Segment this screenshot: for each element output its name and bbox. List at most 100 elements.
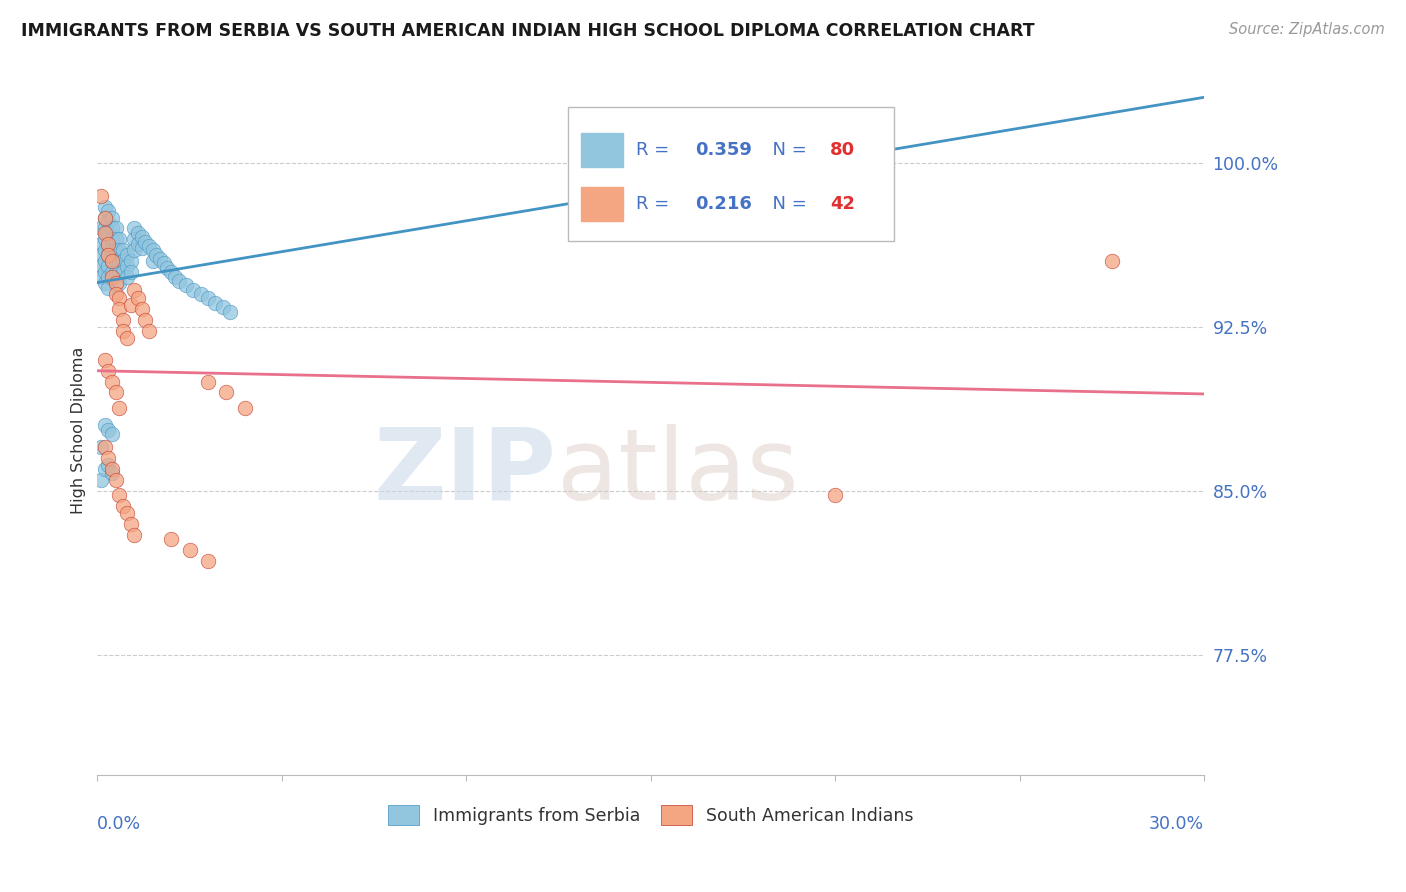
Point: [97, 226, 120, 240]
Point: [108, 401, 131, 415]
Point: [676, 161, 699, 175]
Point: [90, 269, 112, 284]
Point: [97, 204, 120, 219]
Point: [156, 260, 179, 275]
Text: N =: N =: [762, 194, 813, 212]
Point: [122, 244, 145, 258]
Text: 30.0%: 30.0%: [1149, 814, 1204, 832]
Point: [101, 467, 124, 481]
Point: [90, 188, 112, 202]
Point: [197, 292, 219, 306]
Point: [101, 211, 124, 225]
Point: [101, 462, 124, 476]
Point: [112, 499, 135, 513]
Point: [120, 254, 142, 268]
Point: [211, 300, 233, 314]
Point: [149, 252, 172, 266]
Point: [90, 259, 112, 273]
Point: [108, 488, 131, 502]
Point: [112, 265, 135, 279]
Point: [104, 221, 127, 235]
Point: [120, 516, 142, 531]
Point: [97, 236, 120, 251]
Text: 42: 42: [830, 194, 855, 212]
Point: [131, 302, 153, 317]
Point: [204, 296, 226, 310]
Point: [115, 248, 138, 262]
Point: [122, 527, 145, 541]
Point: [108, 254, 131, 268]
Text: IMMIGRANTS FROM SERBIA VS SOUTH AMERICAN INDIAN HIGH SCHOOL DIPLOMA CORRELATION : IMMIGRANTS FROM SERBIA VS SOUTH AMERICAN…: [21, 22, 1035, 40]
Point: [90, 473, 112, 487]
Text: 0.0%: 0.0%: [97, 814, 142, 832]
Point: [115, 259, 138, 273]
Point: [104, 254, 127, 268]
Point: [97, 269, 120, 284]
Point: [93, 418, 115, 433]
Point: [104, 287, 127, 301]
Point: [181, 283, 204, 297]
Point: [142, 244, 165, 258]
Point: [108, 265, 131, 279]
Point: [122, 221, 145, 235]
Point: [142, 254, 165, 268]
Point: [93, 265, 115, 279]
Point: [112, 244, 135, 258]
Point: [127, 292, 149, 306]
Point: [122, 232, 145, 246]
Point: [90, 440, 112, 454]
Point: [112, 254, 135, 268]
Text: ZIP: ZIP: [374, 424, 557, 521]
Point: [101, 232, 124, 246]
Point: [134, 313, 156, 327]
Point: [122, 283, 145, 297]
Point: [134, 235, 156, 249]
Text: R =: R =: [637, 194, 681, 212]
Point: [145, 248, 167, 262]
Text: Source: ZipAtlas.com: Source: ZipAtlas.com: [1229, 22, 1385, 37]
Point: [97, 458, 120, 472]
Point: [101, 254, 124, 268]
Text: 0.216: 0.216: [695, 194, 752, 212]
Point: [152, 256, 174, 270]
Point: [104, 244, 127, 258]
Point: [93, 244, 115, 258]
FancyBboxPatch shape: [568, 107, 894, 242]
Point: [93, 462, 115, 476]
Bar: [581, 186, 623, 221]
Point: [219, 304, 242, 318]
Point: [90, 248, 112, 262]
Point: [97, 215, 120, 229]
Point: [824, 488, 846, 502]
Point: [93, 211, 115, 225]
Point: [93, 440, 115, 454]
Point: [104, 265, 127, 279]
Point: [101, 244, 124, 258]
Point: [101, 254, 124, 268]
Point: [115, 331, 138, 345]
Point: [101, 427, 124, 442]
Point: [97, 451, 120, 466]
Point: [179, 543, 201, 558]
Point: [115, 506, 138, 520]
Point: [93, 254, 115, 268]
Point: [127, 226, 149, 240]
Legend: Immigrants from Serbia, South American Indians: Immigrants from Serbia, South American I…: [381, 798, 921, 832]
Point: [131, 241, 153, 255]
Point: [160, 265, 183, 279]
Point: [131, 230, 153, 244]
Point: [97, 248, 120, 262]
Point: [163, 269, 186, 284]
Point: [787, 161, 810, 175]
Text: atlas: atlas: [557, 424, 799, 521]
Y-axis label: High School Diploma: High School Diploma: [72, 347, 86, 515]
Point: [97, 248, 120, 262]
Point: [138, 324, 160, 338]
Point: [108, 244, 131, 258]
Point: [108, 302, 131, 317]
Point: [97, 423, 120, 437]
Text: R =: R =: [637, 141, 681, 159]
Text: 0.359: 0.359: [695, 141, 752, 159]
Point: [108, 292, 131, 306]
Point: [90, 236, 112, 251]
